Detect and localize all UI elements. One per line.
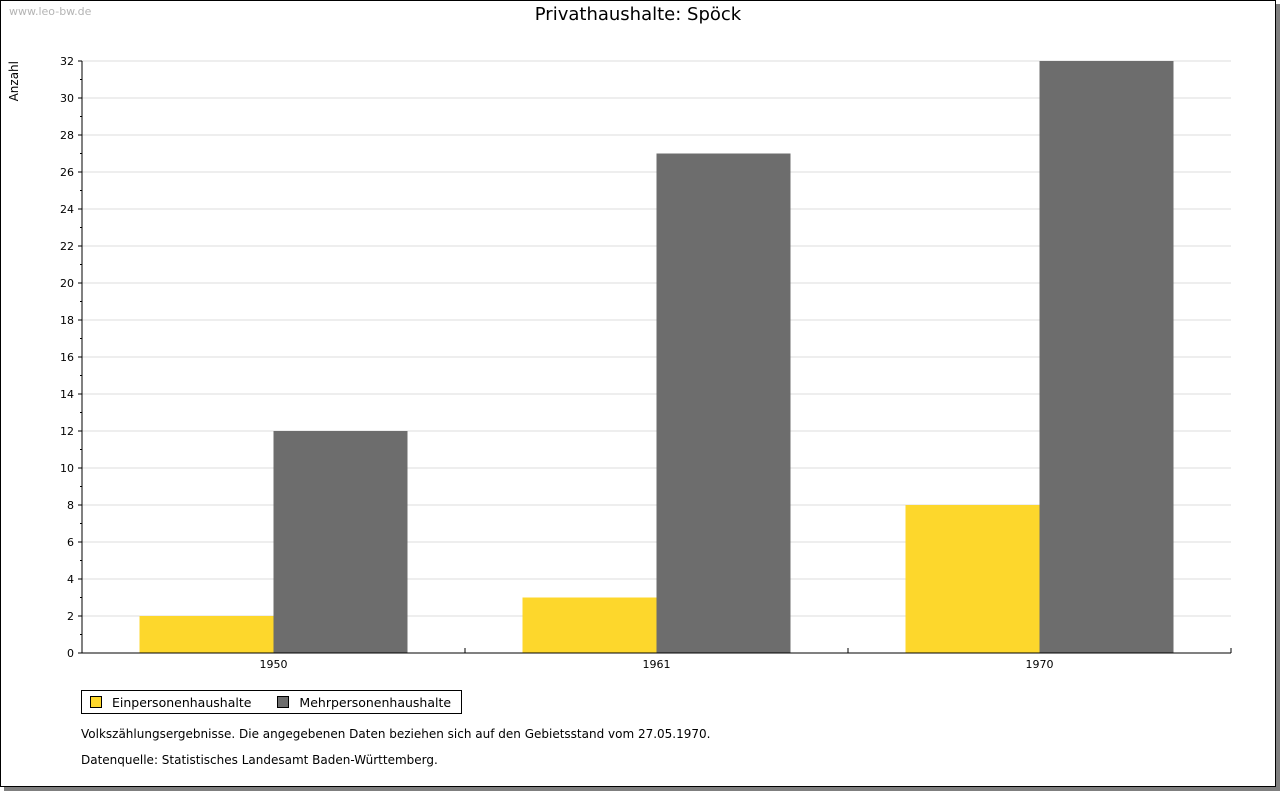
watermark: www.leo-bw.de [9,5,92,18]
legend-label-einpersonenhaushalte: Einpersonenhaushalte [112,694,252,710]
chart-title: Privathaushalte: Spöck [534,4,742,25]
y-tick-label: 12 [60,425,74,438]
legend: Einpersonenhaushalte Mehrpersonenhaushal… [81,690,463,714]
legend-item-mehrpersonenhaushalte: Mehrpersonenhaushalte [277,695,451,710]
y-tick-label: 24 [60,203,74,216]
y-tick-label: 16 [60,351,74,364]
bar-mehrpersonenhaushalte-1961 [656,153,791,653]
bar-mehrpersonenhaushalte-1950 [273,431,408,653]
bar-einpersonenhaushalte-1970 [905,505,1040,653]
y-tick-label: 26 [60,166,74,179]
legend-item-einpersonenhaushalte: Einpersonenhaushalte [90,695,251,710]
y-tick-label: 18 [60,314,74,327]
y-tick-label: 14 [60,388,74,401]
footnote-source: Datenquelle: Statistisches Landesamt Bad… [81,753,438,767]
x-tick-label: 1970 [1026,658,1054,671]
x-tick-label: 1961 [643,658,671,671]
y-tick-label: 10 [60,462,74,475]
bar-einpersonenhaushalte-1950 [139,616,274,653]
y-tick-label: 22 [60,240,74,253]
y-tick-label: 30 [60,92,74,105]
y-tick-label: 6 [67,536,74,549]
y-tick-label: 20 [60,277,74,290]
bar-mehrpersonenhaushalte-1970 [1039,61,1174,653]
footnote-census: Volkszählungsergebnisse. Die angegebenen… [81,727,711,741]
y-tick-label: 0 [67,647,74,660]
y-tick-label: 4 [67,573,74,586]
y-tick-label: 8 [67,499,74,512]
legend-swatch-mehrpersonenhaushalte [277,696,290,708]
bar-einpersonenhaushalte-1961 [522,597,657,653]
x-tick-label: 1950 [260,658,288,671]
y-tick-label: 2 [67,610,74,623]
y-tick-label: 32 [60,55,74,68]
bars [139,61,1174,653]
legend-label-mehrpersonenhaushalte: Mehrpersonenhaushalte [299,694,452,710]
y-axis-label: Anzahl [7,61,21,101]
y-tick-label: 28 [60,129,74,142]
legend-swatch-einpersonenhaushalte [90,696,102,708]
